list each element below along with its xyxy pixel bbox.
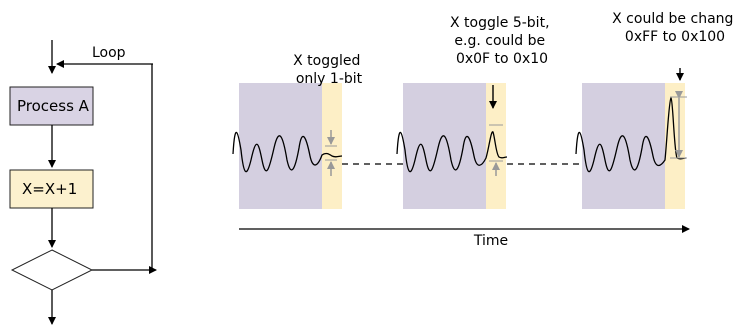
trace-background xyxy=(239,83,322,209)
time-axis-label: Time xyxy=(473,233,508,249)
panel-3-annotation: X could be chang 0xFF to 0x100 xyxy=(612,11,738,45)
power-trace xyxy=(575,97,687,173)
time-axis: Time xyxy=(239,225,690,249)
annotation-line: X toggle 5-bit, xyxy=(450,15,550,31)
annotation-line: X toggled xyxy=(293,53,360,69)
process-box-label: Process A xyxy=(17,97,90,115)
power-trace xyxy=(396,131,508,173)
annotation-line: X could be chang xyxy=(612,11,733,27)
trace-panel-2: X toggle 5-bit, e.g. could be 0x0F to 0x… xyxy=(396,15,554,209)
power-trace xyxy=(232,131,343,173)
annotation-line: only 1-bit xyxy=(296,71,363,87)
increment-box xyxy=(9,169,94,209)
increment-box-label: X=X+1 xyxy=(22,180,77,198)
decision-diamond xyxy=(10,249,94,291)
panel-1-annotation: X toggled only 1-bit xyxy=(293,53,365,87)
annotation-line: 0x0F to 0x10 xyxy=(456,51,548,67)
trace-background xyxy=(403,83,486,209)
loop-label: Loop xyxy=(92,45,126,61)
trace-background xyxy=(582,83,665,209)
process-box xyxy=(9,86,94,126)
trace-panel-1: X toggled only 1-bit xyxy=(232,53,365,209)
annotation-line: 0xFF to 0x100 xyxy=(625,29,725,45)
flowchart: Loop Process A X=X+1 xyxy=(9,40,157,325)
trace-panel-3: X could be chang 0xFF to 0x100 xyxy=(575,11,738,209)
annotation-line: e.g. could be xyxy=(454,33,545,49)
panel-2-annotation: X toggle 5-bit, e.g. could be 0x0F to 0x… xyxy=(450,15,554,67)
